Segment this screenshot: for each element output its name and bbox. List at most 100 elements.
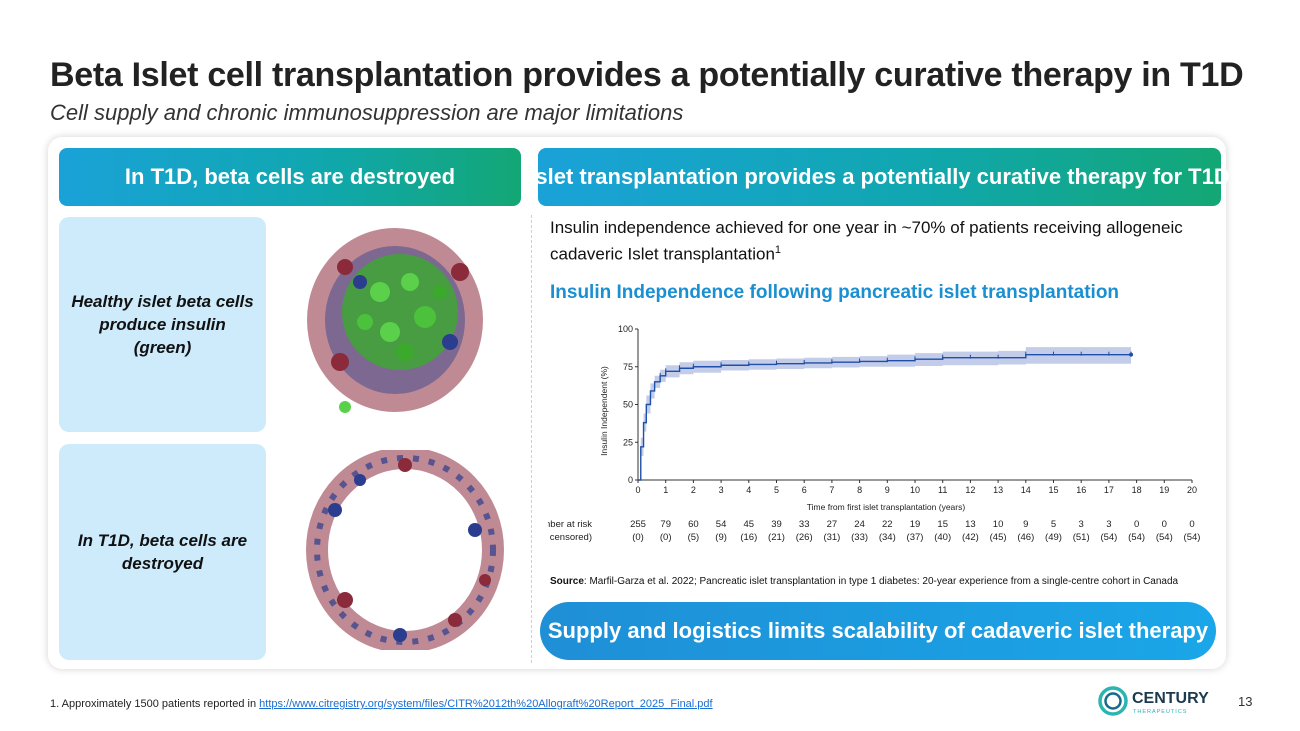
risk-censored-count: (16) (740, 532, 757, 543)
source-citation: Source: Marfil-Garza et al. 2022; Pancre… (550, 576, 1178, 587)
risk-censored-count: (45) (990, 532, 1007, 543)
x-tick-label: 14 (1021, 485, 1031, 495)
x-tick-label: 7 (829, 485, 834, 495)
century-logo: CENTURY THERAPEUTICS (1098, 686, 1209, 716)
x-axis-label: Time from first islet transplantation (y… (807, 502, 966, 512)
risk-censored-count: (54) (1128, 532, 1145, 543)
description-footnote-marker: 1 (774, 244, 782, 256)
x-tick-label: 15 (1048, 485, 1058, 495)
risk-censored-count: (0) (660, 532, 672, 543)
card-t1d-text: In T1D, beta cells are destroyed (77, 531, 248, 573)
risk-censored-count: (54) (1156, 532, 1173, 543)
risk-at-count: 24 (854, 519, 865, 530)
x-tick-label: 20 (1187, 485, 1197, 495)
y-tick-label: 100 (618, 324, 633, 334)
t1d-islet-image (306, 450, 504, 650)
x-tick-label: 10 (910, 485, 920, 495)
risk-censored-count: (40) (934, 532, 951, 543)
risk-table-label: Number at risk (548, 519, 592, 530)
x-tick-label: 1 (663, 485, 668, 495)
slide-title: Beta Islet cell transplantation provides… (50, 56, 1244, 94)
risk-at-count: 15 (937, 519, 948, 530)
risk-censored-count: (9) (715, 532, 727, 543)
curve-end-point (1129, 352, 1134, 357)
x-tick-label: 19 (1159, 485, 1169, 495)
insulin-independence-description: Insulin independence achieved for one ye… (550, 216, 1200, 266)
card-healthy-islet: Healthy islet beta cells produce insulin… (59, 217, 266, 432)
ci-band (638, 347, 1132, 480)
x-tick-label: 12 (965, 485, 975, 495)
y-tick-label: 50 (623, 400, 633, 410)
x-tick-label: 9 (885, 485, 890, 495)
risk-at-count: 0 (1134, 519, 1139, 530)
y-axis-label: Insulin Independent (%) (599, 366, 609, 456)
kaplan-meier-chart: 0 1 2 3 4 5 6 7 8 9 10 11 12 13 14 15 16 17 18 19 2002550751… (548, 324, 1200, 543)
risk-at-count: 0 (1189, 519, 1194, 530)
x-tick-label: 18 (1132, 485, 1142, 495)
y-tick-label: 25 (623, 437, 633, 447)
x-tick-label: 8 (857, 485, 862, 495)
logo-wordmark: CENTURY (1132, 690, 1209, 707)
card-healthy-text: Healthy islet beta cells produce insulin… (71, 292, 254, 357)
risk-censored-count: (42) (962, 532, 979, 543)
risk-at-count: 0 (1162, 519, 1167, 530)
risk-at-count: 22 (882, 519, 893, 530)
risk-at-count: 3 (1079, 519, 1084, 530)
source-text: : Marfil-Garza et al. 2022; Pancreatic i… (583, 576, 1179, 587)
risk-table: 255 79 60 54 45 39 33 27 24 22 19 15 13 10 9 5 3 3 0 0 0(0)(… (630, 519, 1200, 543)
footnote: 1. Approximately 1500 patients reported … (50, 698, 713, 710)
risk-censored-count: (33) (851, 532, 868, 543)
x-tick-label: 0 (635, 485, 640, 495)
risk-table-censored-label: (number censored) (548, 532, 592, 543)
card-t1d-islet: In T1D, beta cells are destroyed (59, 444, 266, 660)
logo-ring-icon (1098, 686, 1128, 716)
y-tick-label: 0 (628, 475, 633, 485)
risk-censored-count: (54) (1100, 532, 1117, 543)
insulin-independence-curve (638, 353, 1132, 481)
risk-at-count: 54 (716, 519, 727, 530)
risk-at-count: 33 (799, 519, 810, 530)
source-label: Source (550, 576, 584, 587)
risk-censored-count: (49) (1045, 532, 1062, 543)
left-banner: In T1D, beta cells are destroyed (59, 148, 521, 206)
risk-at-count: 39 (771, 519, 782, 530)
x-tick-label: 6 (802, 485, 807, 495)
confidence-interval-band (638, 347, 1132, 480)
citr-report-link[interactable]: https://www.citregistry.org/system/files… (259, 698, 713, 710)
slide-subtitle: Cell supply and chronic immunosuppressio… (50, 100, 684, 125)
logo-tagline: THERAPEUTICS (1133, 709, 1187, 715)
risk-censored-count: (37) (907, 532, 924, 543)
description-text: Insulin independence achieved for one ye… (550, 218, 1183, 264)
risk-at-count: 5 (1051, 519, 1056, 530)
x-tick-label: 16 (1076, 485, 1086, 495)
risk-at-count: 79 (660, 519, 671, 530)
risk-at-count: 19 (910, 519, 921, 530)
risk-censored-count: (51) (1073, 532, 1090, 543)
risk-at-count: 13 (965, 519, 976, 530)
risk-censored-count: (46) (1017, 532, 1034, 543)
x-tick-label: 5 (774, 485, 779, 495)
x-tick-label: 4 (746, 485, 751, 495)
chart-heading: Insulin Independence following pancreati… (550, 282, 1120, 303)
risk-at-count: 9 (1023, 519, 1028, 530)
risk-at-count: 255 (630, 519, 646, 530)
risk-at-count: 45 (744, 519, 755, 530)
right-banner: Islet transplantation provides a potenti… (529, 148, 1230, 206)
x-tick-label: 11 (938, 485, 947, 495)
risk-censored-count: (21) (768, 532, 785, 543)
footnote-text: 1. Approximately 1500 patients reported … (50, 698, 260, 710)
risk-censored-count: (34) (879, 532, 896, 543)
risk-censored-count: (26) (796, 532, 813, 543)
risk-censored-count: (5) (688, 532, 700, 543)
risk-censored-count: (31) (823, 532, 840, 543)
risk-censored-count: (0) (632, 532, 644, 543)
risk-at-count: 10 (993, 519, 1004, 530)
y-tick-label: 75 (623, 362, 633, 372)
healthy-islet-image (307, 228, 483, 413)
survival-curve (638, 351, 1134, 481)
x-tick-label: 17 (1104, 485, 1114, 495)
x-tick-label: 13 (993, 485, 1003, 495)
risk-at-count: 27 (827, 519, 838, 530)
axis-ticks: 0 1 2 3 4 5 6 7 8 9 10 11 12 13 14 15 16 17 18 19 2002550751… (618, 324, 1197, 495)
page-number: 13 (1238, 694, 1253, 709)
